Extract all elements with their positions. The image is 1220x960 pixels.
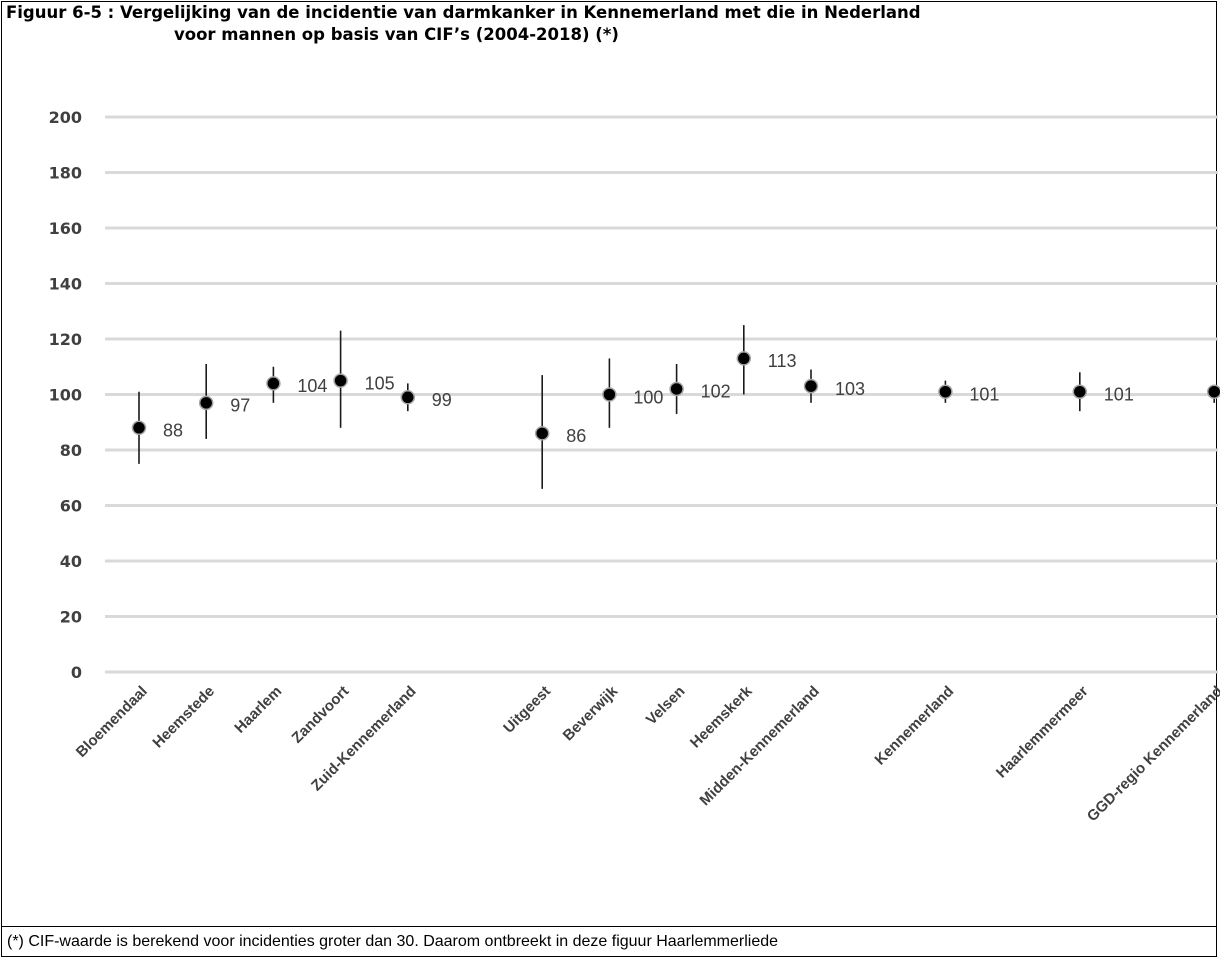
- x-tick-label: Haarlem: [231, 683, 285, 737]
- data-label: 97: [230, 396, 250, 416]
- x-tick-label: Haarlemmermeer: [993, 683, 1092, 782]
- data-point: [1206, 384, 1220, 399]
- data-label: 99: [432, 390, 452, 410]
- y-tick-label: 180: [49, 164, 82, 183]
- x-tick-label: Heemstede: [149, 683, 218, 752]
- y-tick-label: 140: [49, 275, 82, 294]
- y-tick-label: 160: [49, 219, 82, 238]
- x-tick-label: Velsen: [643, 683, 689, 729]
- data-label: 105: [365, 373, 395, 393]
- y-tick-label: 100: [49, 386, 82, 405]
- data-point: [602, 387, 617, 402]
- y-tick-label: 0: [71, 663, 82, 682]
- figure-title: Figuur 6-5 : Vergelijking van de inciden…: [6, 2, 1216, 46]
- x-tick-label: Midden-Kennemerland: [696, 683, 822, 809]
- data-point: [131, 420, 147, 436]
- data-label: 88: [163, 421, 183, 441]
- data-point: [736, 351, 752, 366]
- data-point: [1072, 384, 1088, 399]
- data-label: 103: [835, 379, 865, 399]
- x-tick-label: Zandvoort: [289, 683, 353, 747]
- y-tick-label: 40: [60, 552, 82, 571]
- data-label: 86: [566, 426, 586, 446]
- y-tick-label: 80: [60, 441, 82, 460]
- y-tick-label: 200: [49, 108, 82, 127]
- data-point: [803, 378, 819, 394]
- data-label: 101: [969, 384, 999, 404]
- x-tick-label: Bloemendaal: [73, 683, 151, 761]
- data-point: [333, 373, 348, 388]
- data-label: 113: [768, 351, 797, 371]
- data-label: 100: [633, 387, 663, 407]
- y-tick-label: 20: [60, 608, 82, 627]
- x-tick-label: Kennemerland: [872, 683, 958, 769]
- data-label: 104: [297, 376, 327, 396]
- footnote-box: (*) CIF-waarde is berekend voor incident…: [1, 926, 1217, 957]
- data-point: [198, 395, 214, 411]
- data-points: 88 97 104 105 99 86 100 102 113 103 101 101: [131, 325, 1220, 489]
- y-tick-label: 60: [60, 497, 82, 516]
- y-tick-label: 120: [49, 330, 82, 349]
- x-tick-label: Uitgeest: [500, 683, 554, 737]
- data-point: [534, 426, 550, 441]
- data-point: [400, 390, 416, 405]
- data-label: 102: [701, 382, 731, 402]
- title-line-1: Figuur 6-5 : Vergelijking van de inciden…: [6, 3, 921, 22]
- x-tick-label: Beverwijk: [560, 682, 622, 744]
- gridlines: [105, 115, 1218, 674]
- data-point: [938, 384, 953, 399]
- data-point: [669, 381, 684, 397]
- x-tick-label: GGD-regio Kennemerland: [1084, 683, 1220, 825]
- title-line-2: voor mannen op basis van CIF’s (2004-201…: [174, 25, 619, 44]
- footnote: (*) CIF-waarde is berekend voor incident…: [7, 933, 779, 950]
- x-tick-label: Heemskerk: [687, 682, 756, 751]
- data-label: 101: [1104, 384, 1134, 404]
- y-axis: 0 20 40 60 80 100 120 140 160 180 200: [49, 108, 82, 682]
- data-point: [266, 376, 281, 391]
